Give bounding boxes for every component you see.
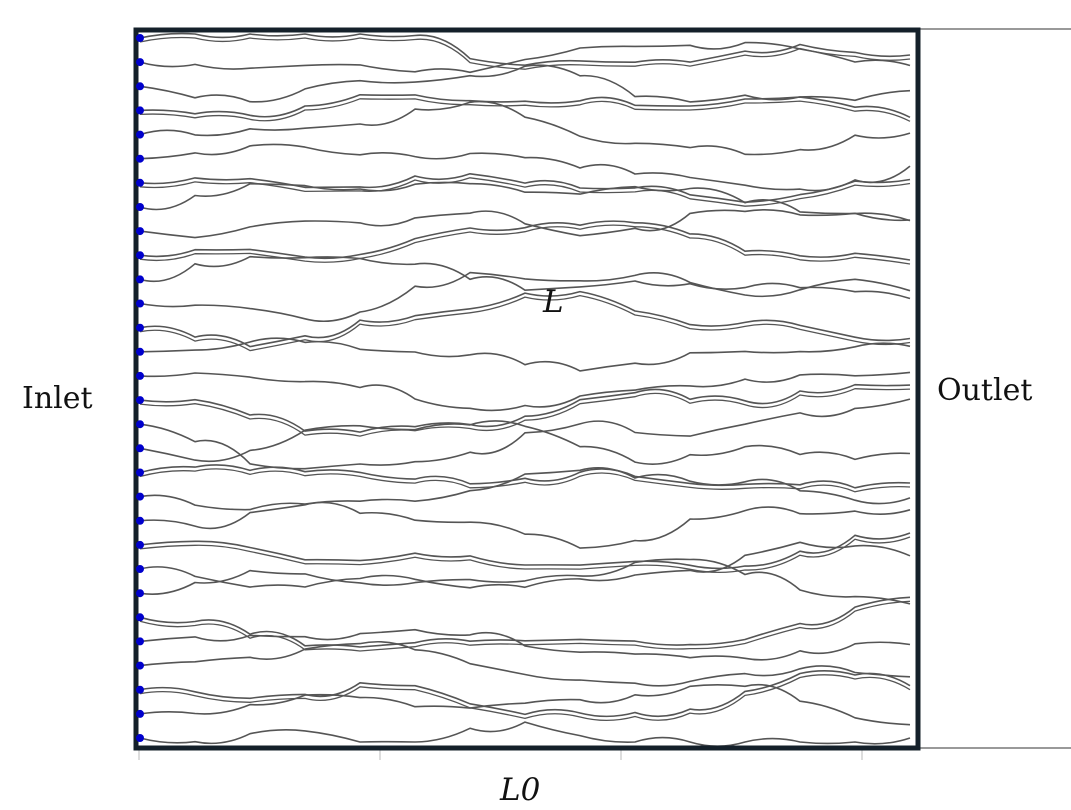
inlet-point [136,178,144,187]
streamline [139,271,911,323]
streamline [139,337,911,372]
inlet-point [136,130,144,139]
streamline [139,541,911,589]
inlet-point [136,106,144,115]
streamline [139,683,911,726]
inlet-point [136,275,144,284]
inlet-point [136,323,144,332]
inlet-point [136,251,144,260]
streamline [139,420,911,465]
streamline [139,536,911,574]
streamline [139,501,911,549]
streamline [139,181,911,222]
streamline [139,383,911,433]
inlet-point [136,154,144,163]
straight-length-label: L0 [499,772,540,808]
streamline [139,721,911,747]
streamline [139,36,911,70]
inlet-point [136,58,144,67]
streamline [139,32,911,67]
inlet-point [136,396,144,405]
streamline [139,100,911,156]
streamline [139,558,911,605]
inlet-point [136,661,144,670]
streamline [139,64,911,103]
streamline [139,670,911,718]
streamline [139,464,911,489]
inlet-label: Inlet [22,381,93,416]
outlet-label: Outlet [937,373,1032,408]
streamline [139,143,911,192]
streamline [139,467,911,511]
inlet-point [136,203,144,211]
streamline [139,98,911,122]
inlet-point [136,637,144,646]
bottom-axis-ticks [138,750,863,760]
inlet-point [136,420,144,429]
streamline [139,224,911,265]
inlet-point [136,347,144,356]
streamline [139,93,911,119]
domain-boundary [133,27,921,751]
streamline [139,255,911,300]
inlet-point [136,444,144,453]
streamline [139,290,911,348]
tortuous-length-label: L [542,284,564,320]
inlet-point [136,492,144,501]
streamline [139,674,911,722]
inlet-point [136,227,144,236]
inlet-point [136,685,144,694]
inlet-point [136,371,144,380]
streamline [139,172,911,204]
streamline [139,398,911,470]
inlet-point [136,540,144,549]
inlet-point [136,709,144,718]
streamline [139,388,911,437]
inlet-point [136,516,144,525]
inlet-point [136,589,144,598]
inlet-point [136,734,144,742]
streamline [139,600,911,652]
inlet-point [136,299,144,308]
streamline [139,532,911,570]
streamline [139,628,911,661]
streamline [139,294,911,352]
inlet-point [136,468,144,477]
inlet-point [136,613,144,622]
inlet-point [136,34,144,42]
streamline [139,371,911,412]
streamline [139,41,911,74]
streamlines-group [139,32,911,747]
streamline [139,641,911,687]
inlet-point [136,565,144,573]
streamline [139,208,911,239]
inlet-point [136,82,144,91]
inlet-points-group [136,34,144,742]
streamline [139,220,911,261]
streamline [139,596,911,648]
streamline [139,468,911,493]
